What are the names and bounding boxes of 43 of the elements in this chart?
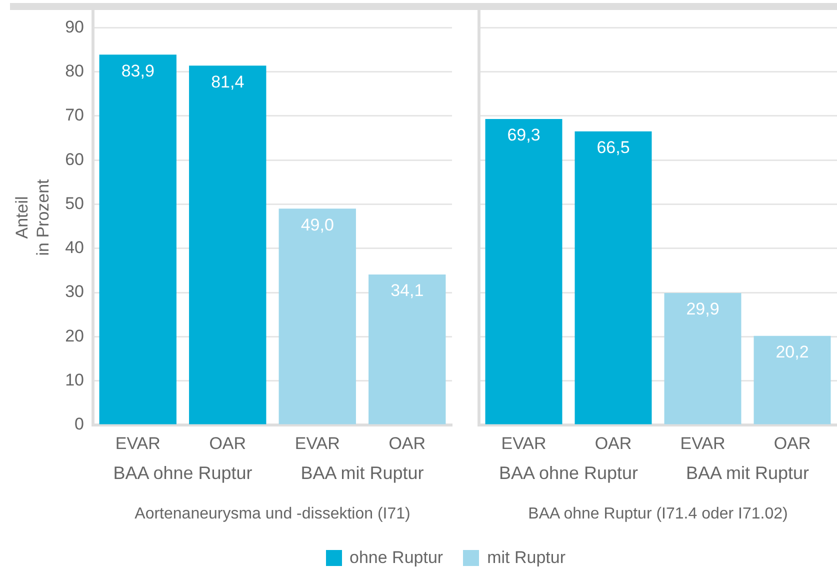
bar — [368, 274, 446, 424]
text: BAA mit Ruptur — [686, 462, 810, 483]
bar — [278, 208, 356, 424]
y-tick-label: 70 — [65, 106, 84, 125]
y-axis-title: Anteil in Prozent — [12, 178, 53, 256]
data-label: 49,0 — [300, 215, 334, 234]
data-label: 29,9 — [686, 300, 720, 319]
y-tick-label: 40 — [65, 238, 84, 258]
x-axis-title: BAA ohne Ruptur (I71.4 oder I71.02) — [528, 505, 788, 522]
data-label: 81,4 — [211, 72, 244, 92]
bar — [99, 54, 176, 424]
bar — [574, 131, 652, 424]
y-tick-label: 50 — [65, 194, 84, 213]
y-tick-label: 20 — [65, 326, 84, 346]
x-tick-label: EVAR — [680, 434, 726, 453]
bar — [485, 119, 562, 424]
x-tick-label: OAR — [209, 434, 246, 453]
y-tick-label: 60 — [65, 150, 84, 169]
y-tick-label: 90 — [65, 17, 84, 36]
x-tick-label: OAR — [774, 434, 811, 453]
y-tick-label: 0 — [74, 414, 84, 434]
data-label: 69,3 — [507, 126, 540, 145]
y-tick-label: 10 — [65, 370, 84, 390]
x-tick-label: OAR — [388, 434, 426, 453]
x-tick-label: EVAR — [115, 434, 160, 453]
text: BAA mit Ruptur — [300, 462, 424, 483]
bar — [664, 292, 742, 424]
legend-label: mit Ruptur — [487, 548, 566, 568]
x-axis-title: Aortenaneurysma und -dissektion (I71) — [134, 505, 410, 522]
bar — [754, 336, 831, 424]
x-tick-label: OAR — [594, 434, 632, 453]
bar — [189, 66, 266, 424]
data-label: 34,1 — [390, 281, 424, 300]
legend-label: ohne Ruptur — [350, 548, 444, 568]
x-tick-label: EVAR — [501, 434, 546, 453]
data-label: 20,2 — [776, 342, 809, 362]
data-label: 83,9 — [121, 61, 154, 80]
y-tick-label: 80 — [65, 61, 84, 80]
data-label: 66,5 — [596, 138, 630, 158]
y-tick-label: 30 — [65, 282, 84, 302]
text: BAA ohne Ruptur — [113, 462, 252, 483]
text: BAA ohne Ruptur — [498, 462, 638, 483]
x-tick-label: EVAR — [294, 434, 340, 453]
